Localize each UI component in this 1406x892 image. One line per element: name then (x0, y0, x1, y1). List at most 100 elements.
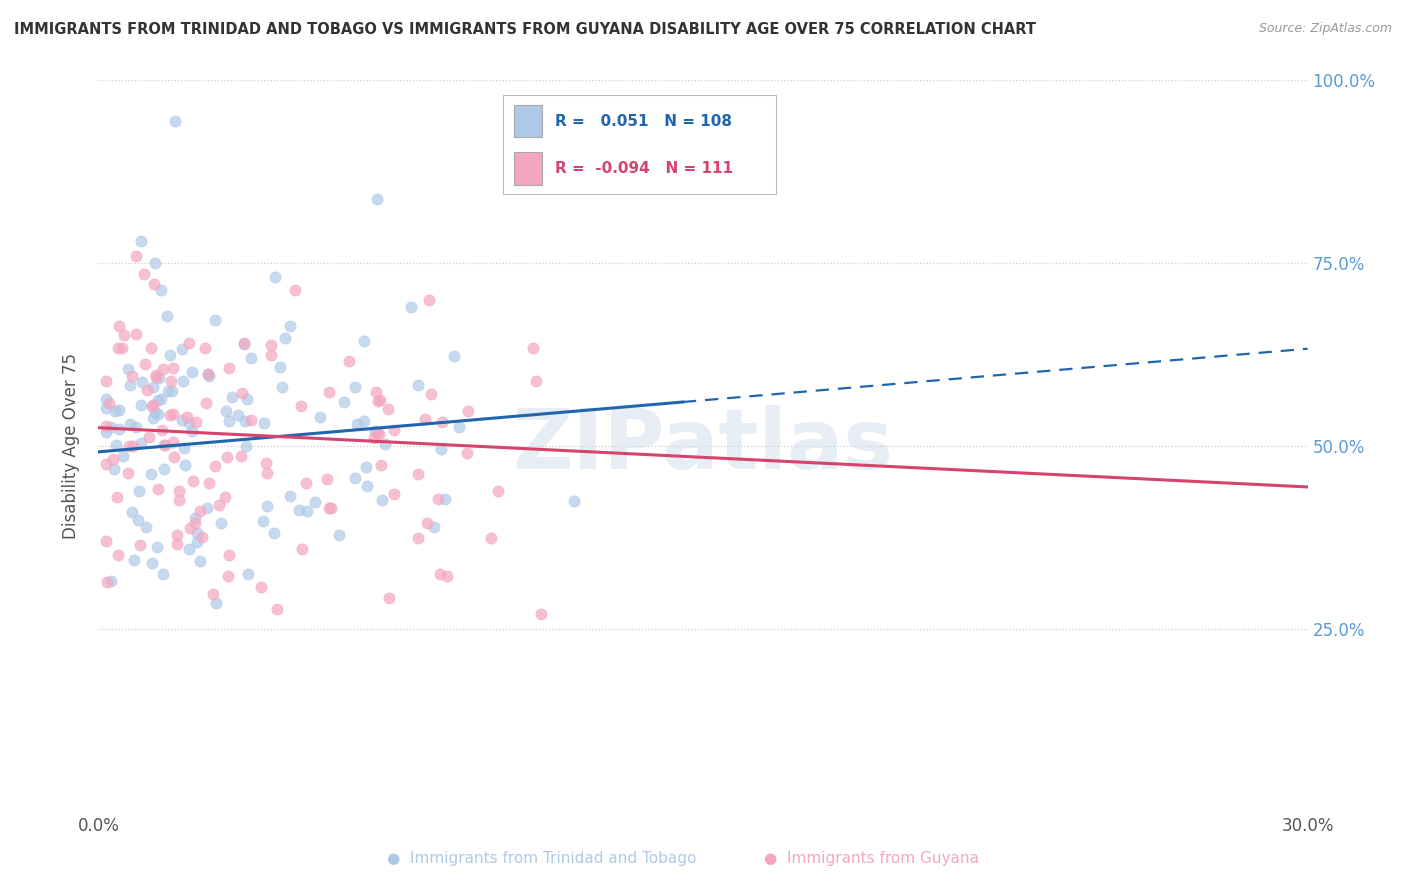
Point (197, 475, 219, 490)
Point (253, 416, 276, 430)
Point (163, 114, 186, 128)
Point (143, 277, 166, 291)
Point (105, 438, 128, 452)
Point (141, 467, 163, 482)
Point (218, 414, 240, 428)
Point (236, 392, 259, 406)
Point (96, 374, 118, 388)
Point (121, 368, 143, 383)
Point (377, 402, 399, 417)
Point (180, 424, 202, 438)
Point (197, 367, 219, 381)
Point (252, 514, 274, 528)
Point (208, 498, 231, 512)
Point (179, 541, 201, 556)
Point (125, 419, 148, 434)
Point (128, 483, 150, 498)
Point (290, 542, 312, 557)
Point (368, 393, 391, 408)
Point (236, 567, 259, 582)
Point (401, 300, 423, 314)
Point (337, 354, 360, 368)
Point (406, 377, 429, 392)
Point (100, 420, 122, 434)
Point (117, 362, 139, 376)
Point (160, 375, 183, 389)
Point (195, 501, 218, 516)
Point (346, 417, 368, 431)
Point (197, 368, 219, 382)
Point (112, 328, 135, 343)
Point (96, 534, 118, 549)
Point (129, 436, 152, 450)
Point (163, 450, 186, 464)
Point (108, 319, 131, 334)
Point (318, 384, 340, 399)
Point (188, 504, 211, 518)
Point (364, 385, 387, 400)
Point (295, 504, 318, 518)
Point (194, 341, 217, 355)
Point (96, 575, 118, 590)
Point (139, 341, 162, 355)
Point (266, 602, 288, 616)
Point (153, 438, 176, 452)
Point (418, 293, 440, 307)
Point (269, 359, 291, 374)
Point (136, 383, 159, 397)
Point (479, 531, 502, 545)
Point (148, 370, 170, 384)
Point (122, 553, 145, 567)
Point (167, 484, 190, 499)
Point (315, 472, 337, 486)
Text: Source: ZipAtlas.com: Source: ZipAtlas.com (1258, 22, 1392, 36)
Point (141, 556, 163, 570)
Point (304, 495, 326, 509)
Point (134, 267, 156, 281)
Point (226, 408, 249, 422)
Point (295, 475, 318, 490)
Point (524, 374, 547, 388)
Point (181, 474, 204, 488)
Point (145, 256, 167, 270)
Point (406, 531, 429, 545)
Point (201, 587, 224, 601)
Point (278, 489, 301, 503)
Point (159, 408, 181, 422)
Point (173, 441, 195, 455)
Point (184, 516, 207, 530)
Point (429, 442, 451, 457)
Point (162, 407, 184, 421)
Point (107, 548, 129, 562)
Point (366, 425, 388, 439)
Point (259, 348, 281, 362)
Point (162, 360, 184, 375)
Point (235, 439, 257, 453)
Text: ●  Immigrants from Guyana: ● Immigrants from Guyana (765, 851, 979, 865)
Point (176, 410, 198, 425)
Point (419, 387, 441, 401)
Point (103, 462, 125, 476)
Point (333, 395, 356, 409)
Point (486, 483, 509, 498)
Point (96, 419, 118, 434)
Point (382, 487, 405, 501)
Point (122, 439, 145, 453)
Point (209, 516, 232, 531)
Point (356, 459, 378, 474)
Point (107, 342, 129, 356)
Point (271, 380, 294, 394)
Point (308, 410, 330, 425)
Point (135, 519, 157, 533)
Point (423, 520, 446, 534)
Point (233, 414, 256, 428)
Point (370, 458, 392, 473)
Point (150, 423, 173, 437)
Point (152, 362, 174, 376)
Point (239, 351, 262, 365)
Point (186, 525, 208, 540)
Point (101, 451, 124, 466)
Point (146, 408, 169, 422)
Point (221, 390, 243, 404)
Point (328, 528, 350, 542)
